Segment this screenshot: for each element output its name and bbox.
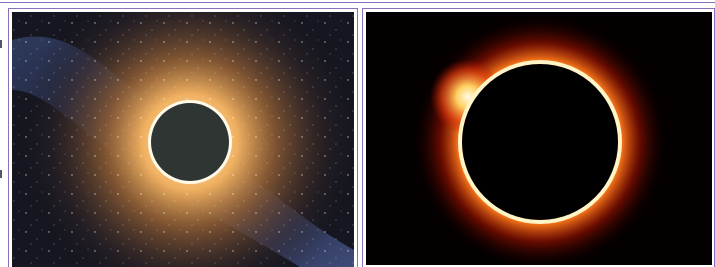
edge-mark <box>0 170 2 178</box>
eclipse-image-left <box>12 12 354 267</box>
edge-mark <box>0 40 2 48</box>
eclipse-image-right <box>366 12 712 265</box>
page: {} html, body { margin: 0; padding: 0; b… <box>0 0 715 267</box>
eclipse-table <box>0 0 715 267</box>
page-body <box>0 0 715 267</box>
